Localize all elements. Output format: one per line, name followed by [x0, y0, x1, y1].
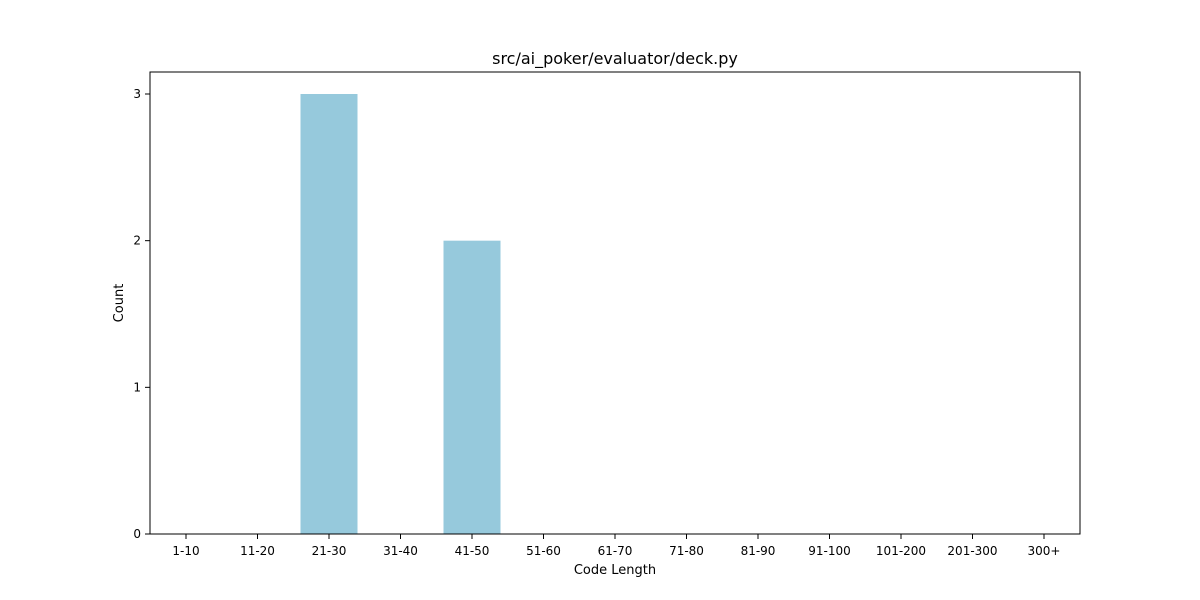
x-tick-label-201-300: 201-300 [947, 544, 997, 558]
y-tick-label-1: 1 [133, 380, 141, 394]
x-tick-label-71-80: 71-80 [669, 544, 704, 558]
y-axis: 0 1 2 3 [133, 87, 150, 541]
y-tick-label-3: 3 [133, 87, 141, 101]
y-axis-label: Count [112, 284, 127, 323]
bar-21-30 [300, 94, 358, 534]
x-tick-label-51-60: 51-60 [526, 544, 561, 558]
x-tick-label-81-90: 81-90 [741, 544, 776, 558]
y-tick-label-0: 0 [133, 527, 141, 541]
bar-41-50 [443, 240, 501, 535]
x-axis: 1-10 11-20 21-30 31-40 41-50 51-60 61-70 71-80 8… [172, 534, 1060, 558]
x-tick-label-1-10: 1-10 [172, 544, 199, 558]
bars-group [300, 94, 501, 535]
x-tick-label-11-20: 11-20 [240, 544, 275, 558]
y-tick-label-2: 2 [133, 234, 141, 248]
x-tick-label-21-30: 21-30 [312, 544, 347, 558]
x-tick-label-91-100: 91-100 [808, 544, 851, 558]
x-tick-label-61-70: 61-70 [598, 544, 633, 558]
x-tick-label-300+: 300+ [1028, 544, 1061, 558]
chart-title: src/ai_poker/evaluator/deck.py [492, 49, 738, 69]
x-tick-label-101-200: 101-200 [876, 544, 926, 558]
x-axis-label: Code Length [574, 563, 656, 578]
plot-frame [149, 71, 1081, 535]
x-tick-label-41-50: 41-50 [455, 544, 490, 558]
x-tick-label-31-40: 31-40 [383, 544, 418, 558]
